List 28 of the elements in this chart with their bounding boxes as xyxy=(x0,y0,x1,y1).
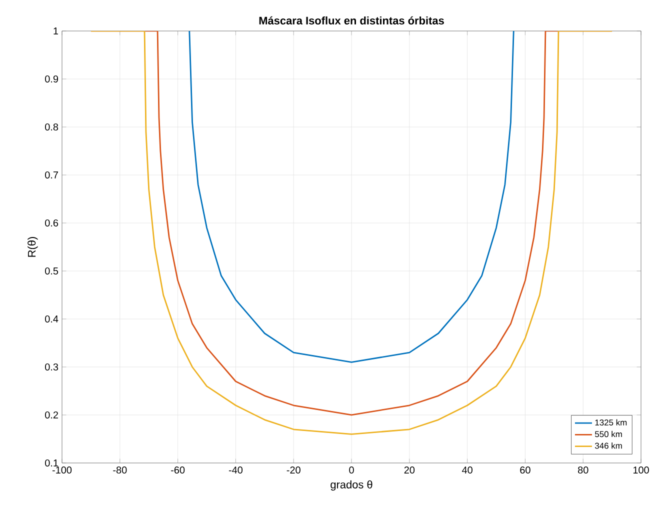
x-tick-label: -60 xyxy=(171,466,185,474)
x-tick-label: 100 xyxy=(633,466,649,474)
y-tick-label: 0.5 xyxy=(45,267,58,275)
y-tick-label: 0.9 xyxy=(45,75,58,83)
x-tick-label: -100 xyxy=(52,466,72,474)
x-axis-title: grados θ xyxy=(330,480,372,491)
y-tick-label: 0.2 xyxy=(45,411,58,419)
chart-title: Máscara Isoflux en distintas órbitas xyxy=(259,16,444,24)
x-tick-label: 20 xyxy=(404,466,415,474)
x-tick-label: 40 xyxy=(462,466,472,474)
legend-label: 550 km xyxy=(595,430,622,438)
y-axis-title: R(θ) xyxy=(28,237,38,257)
legend-label: 346 km xyxy=(594,442,622,449)
y-tick-label: 1 xyxy=(54,28,58,34)
y-tick-label: 0.8 xyxy=(45,123,58,131)
y-tick-label: 0.4 xyxy=(45,315,58,323)
y-tick-label: 0.3 xyxy=(45,363,58,371)
x-tick-label: 0 xyxy=(349,466,354,474)
y-tick-label: 0.1 xyxy=(45,459,58,467)
line-series xyxy=(188,30,514,363)
y-tick-label: 0.6 xyxy=(45,219,58,227)
x-tick-label: 60 xyxy=(520,466,530,474)
legend-label: 1325 km xyxy=(595,419,627,426)
x-tick-label: -20 xyxy=(286,466,300,474)
x-tick-label: -80 xyxy=(113,466,127,474)
x-tick-label: -40 xyxy=(228,466,243,474)
y-tick-label: 0.7 xyxy=(45,171,58,179)
x-tick-label: 80 xyxy=(578,466,588,474)
